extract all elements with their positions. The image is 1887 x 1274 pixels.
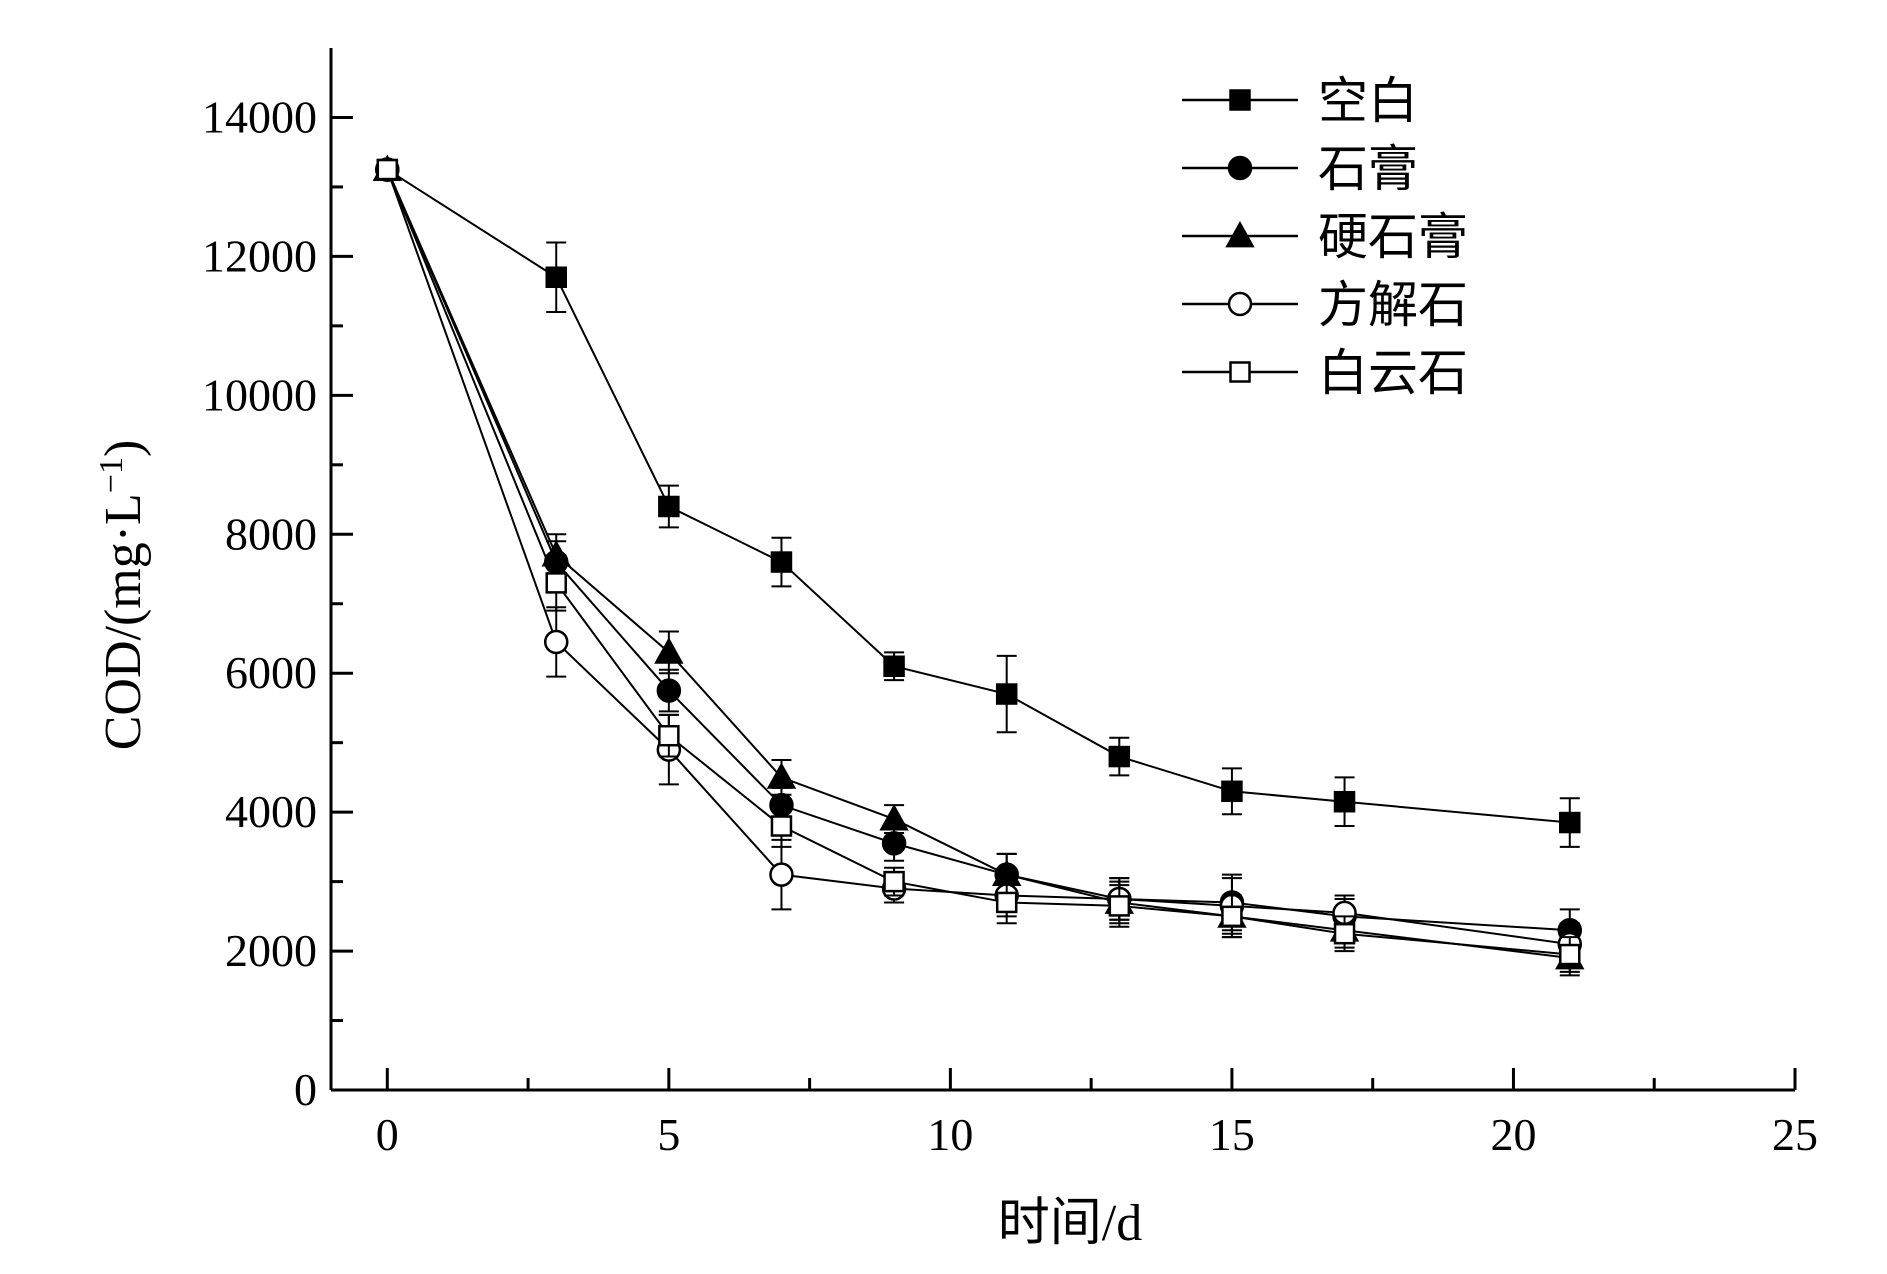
legend-marker: [1229, 361, 1251, 383]
x-tick-label: 25: [1772, 1109, 1818, 1160]
data-point: [1559, 811, 1581, 834]
y-tick-label: 0: [294, 1064, 317, 1115]
axes: 0 2000 4000 6000 8000 10000 12000 14000 0 5 10 15 20…: [202, 48, 1818, 1160]
series-line: [386, 168, 1570, 824]
data-point: [1108, 895, 1131, 917]
y-axis-title-superscript: −1: [93, 457, 130, 493]
series-4: [376, 158, 1581, 973]
data-point: [766, 762, 797, 789]
data-point: [658, 495, 680, 518]
data-point: [995, 683, 1018, 705]
legend-marker: [1227, 155, 1253, 181]
data-point: [883, 655, 905, 678]
data-point: [376, 158, 399, 181]
data-point: [545, 572, 567, 594]
x-axis-title: 时间/d: [998, 1195, 1142, 1252]
legend-label: 方解石: [1318, 276, 1468, 334]
y-axis-title-main: COD/(mg·L: [95, 493, 152, 750]
y-tick-label: 2000: [225, 925, 317, 976]
data-point: [1333, 790, 1356, 813]
legend-label: 硬石膏: [1318, 208, 1468, 266]
data-point: [545, 266, 567, 288]
data-point: [543, 629, 569, 655]
data-point: [883, 870, 905, 893]
data-point: [770, 815, 793, 837]
y-tick-label: 12000: [202, 230, 317, 281]
y-tick-label: 10000: [202, 369, 317, 420]
y-tick-label: 6000: [225, 647, 317, 698]
legend-marker: [1229, 89, 1251, 111]
data-point: [1221, 780, 1243, 803]
y-axis-title: COD/(mg·L−1): [93, 440, 152, 751]
data-point: [1221, 905, 1243, 928]
y-tick-label: 14000: [202, 91, 317, 142]
x-tick-label: 5: [657, 1109, 680, 1160]
legend-label: 空白: [1318, 72, 1418, 130]
y-axis-title-suffix: ): [95, 440, 152, 457]
data-point: [995, 891, 1018, 914]
data-point: [654, 637, 684, 664]
y-tick-label: 4000: [225, 786, 317, 837]
legend-marker: [1225, 220, 1255, 248]
series-line: [386, 169, 1570, 956]
y-tick-label: 8000: [225, 508, 317, 559]
series-layer: [372, 154, 1585, 977]
data-point: [881, 831, 907, 856]
series-0: [376, 158, 1581, 848]
x-tick-label: 0: [376, 1109, 399, 1160]
data-point: [1333, 922, 1356, 945]
data-point: [770, 551, 793, 573]
data-point: [1108, 745, 1131, 768]
x-tick-label: 15: [1209, 1109, 1255, 1160]
data-point: [879, 804, 909, 831]
data-point: [769, 862, 794, 887]
data-point: [656, 678, 682, 703]
data-point: [1559, 943, 1581, 966]
legend-label: 石膏: [1318, 140, 1418, 198]
x-tick-label: 20: [1490, 1109, 1536, 1160]
x-tick-label: 10: [927, 1109, 973, 1160]
series-line: [386, 169, 1570, 960]
legend-label: 白云石: [1318, 344, 1468, 402]
data-point: [658, 724, 680, 747]
legend-marker: [1227, 291, 1253, 317]
